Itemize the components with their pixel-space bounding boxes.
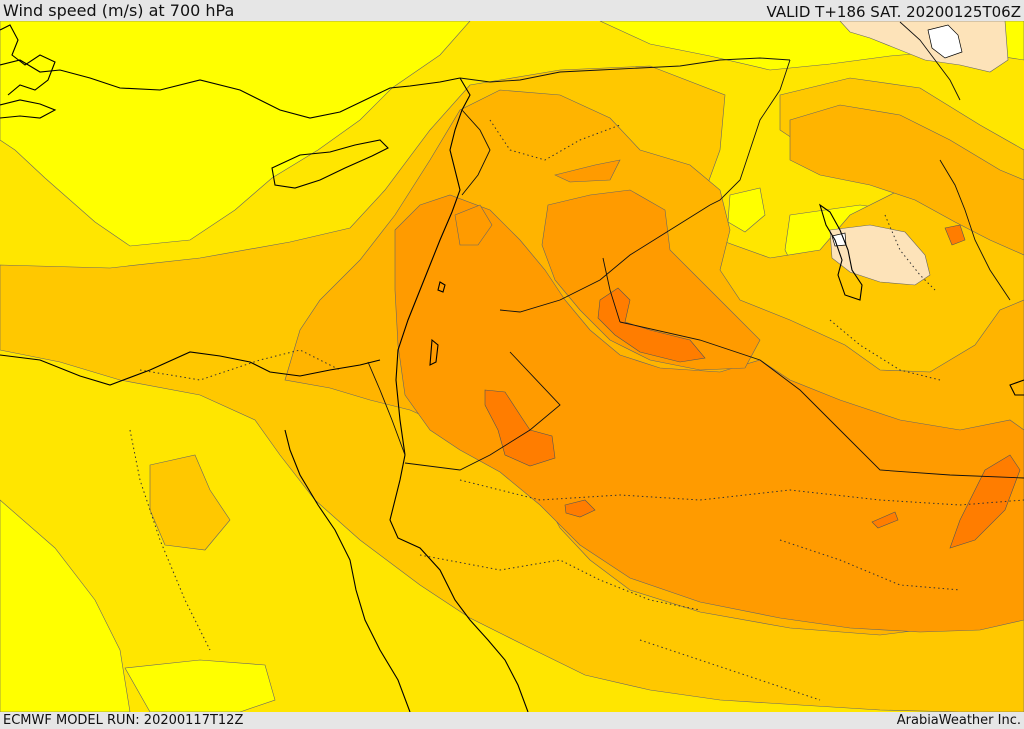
border-iran-iraq (709, 59, 791, 206)
dotted-contour-4 (779, 539, 961, 591)
credit-text: ArabiaWeather Inc. (896, 713, 1021, 728)
coast-caspian (819, 203, 863, 301)
coast-egypt-north (0, 351, 381, 386)
borders (367, 21, 1024, 479)
dotted-contour-6 (884, 214, 936, 291)
border-iran-turkey (899, 21, 961, 101)
wind-speed-map (0, 21, 1024, 712)
map-title: Wind speed (m/s) at 700 hPa (3, 1, 235, 20)
dark-orange-small-north (554, 159, 621, 183)
band-deep-orange (484, 224, 1021, 549)
coast-galilee (437, 281, 446, 293)
deep-orange-small-east (871, 511, 899, 529)
border-syria-iraq (499, 204, 711, 313)
dotted-contour-2 (459, 479, 1024, 506)
coast-cyprus (271, 139, 389, 189)
coast-gulf-of-suez (284, 429, 411, 712)
footer-bar: ECMWF MODEL RUN: 20200117T12Z ArabiaWeat… (0, 712, 1024, 729)
coast-aegean (0, 24, 56, 96)
bright-yellow-west-egypt (0, 499, 131, 712)
border-lebanon-syria (461, 109, 491, 196)
border-jordan-iraq (602, 257, 621, 323)
header-bar: Wind speed (m/s) at 700 hPa VALID T+186 … (0, 0, 1024, 21)
border-iraq-saudi (619, 321, 1024, 479)
model-run: ECMWF MODEL RUN: 20200117T12Z (3, 713, 244, 728)
dotted-contour-3 (419, 554, 701, 611)
coast-levant (395, 77, 471, 456)
bright-yellow-southwest (124, 659, 276, 712)
lake-van (927, 24, 963, 59)
dotted-contour-8 (639, 639, 821, 701)
bright-yellow-mediterranean (0, 21, 471, 247)
coast-crete (0, 99, 57, 119)
border-iran-iraq-south (939, 159, 1011, 301)
deep-orange-gulf-max (949, 454, 1021, 549)
dotted-contour-5 (489, 119, 621, 161)
coast-persian-gulf (1009, 379, 1024, 396)
border-jordan-saudi (404, 351, 561, 471)
band-dark-orange (394, 159, 1024, 633)
deep-orange-iraq-max (597, 287, 706, 363)
coast-dead-sea (429, 338, 439, 366)
valid-time: VALID T+186 SAT. 20200125T06Z (766, 3, 1021, 21)
coastlines (0, 24, 1024, 712)
peach-northeast (839, 21, 1009, 73)
deep-orange-small-saudi (564, 499, 596, 518)
dark-orange-syria-iraq (541, 189, 761, 371)
bright-yellow-syria-blob (727, 187, 766, 233)
coast-turkey-south (0, 59, 461, 119)
band-light-peach (829, 21, 1009, 286)
yellow-orange-sinai-blob (149, 454, 231, 551)
border-egypt-israel (367, 361, 406, 456)
dark-orange-lebanon (454, 204, 493, 246)
dotted-contour-1 (139, 349, 341, 381)
dotted-contours (129, 119, 1024, 701)
orange-iran-ridge (789, 104, 1024, 256)
border-turkey-syria (459, 57, 791, 83)
coast-red-sea-east (389, 454, 529, 712)
deep-orange-iran-small (944, 224, 966, 246)
dark-orange-jordan-saudi (394, 194, 1024, 633)
deep-orange-jordan-max (484, 389, 556, 467)
